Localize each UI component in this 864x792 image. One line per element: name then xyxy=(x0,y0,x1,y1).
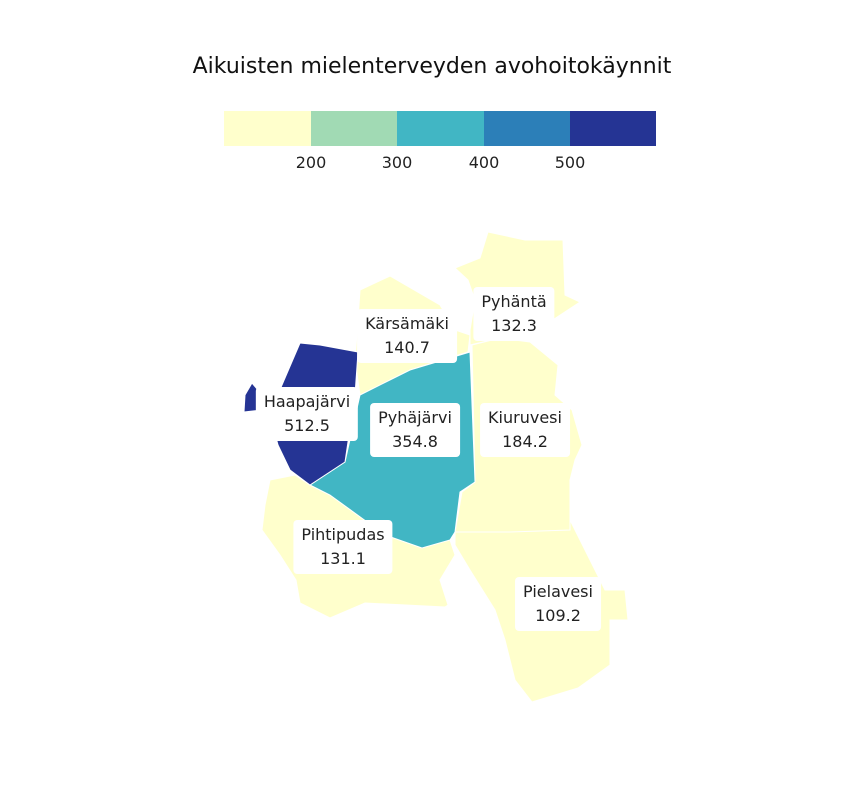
label-haapajarvi-name: Haapajärvi xyxy=(263,392,351,411)
label-pyhajarvi-name: Pyhäjärvi xyxy=(378,408,452,427)
label-pihtipudas-value: 131.1 xyxy=(320,549,366,568)
label-kiuruvesi-name: Kiuruvesi xyxy=(488,408,562,427)
legend-tick-200: 200 xyxy=(295,153,327,172)
legend-swatch-4 xyxy=(484,111,570,146)
color-legend xyxy=(224,111,656,146)
legend-swatch-2 xyxy=(311,111,397,146)
label-pyhajarvi: Pyhäjärvi 354.8 xyxy=(370,403,460,457)
label-pielavesi-value: 109.2 xyxy=(535,606,581,625)
label-pihtipudas: Pihtipudas 131.1 xyxy=(293,520,393,574)
map-title: Aikuisten mielenterveyden avohoitokäynni… xyxy=(192,54,672,79)
legend-tick-500: 500 xyxy=(554,153,586,172)
legend-swatch-5 xyxy=(570,111,656,146)
label-pyhanta-name: Pyhäntä xyxy=(481,292,547,311)
label-haapajarvi-value: 512.5 xyxy=(284,416,330,435)
label-karsamaki: Kärsämäki 140.7 xyxy=(357,309,457,363)
label-karsamaki-value: 140.7 xyxy=(384,338,430,357)
label-kiuruvesi-value: 184.2 xyxy=(502,432,548,451)
label-kiuruvesi: Kiuruvesi 184.2 xyxy=(480,403,570,457)
label-pielavesi: Pielavesi 109.2 xyxy=(515,577,601,631)
label-pyhanta: Pyhäntä 132.3 xyxy=(473,287,555,341)
label-karsamaki-name: Kärsämäki xyxy=(365,314,449,333)
legend-tick-300: 300 xyxy=(381,153,413,172)
label-pyhanta-value: 132.3 xyxy=(491,316,537,335)
legend-swatch-3 xyxy=(397,111,484,146)
legend-tick-400: 400 xyxy=(468,153,500,172)
label-pyhajarvi-value: 354.8 xyxy=(392,432,438,451)
label-haapajarvi: Haapajärvi 512.5 xyxy=(255,387,359,441)
label-pihtipudas-name: Pihtipudas xyxy=(301,525,385,544)
legend-swatch-1 xyxy=(224,111,311,146)
label-pielavesi-name: Pielavesi xyxy=(523,582,593,601)
